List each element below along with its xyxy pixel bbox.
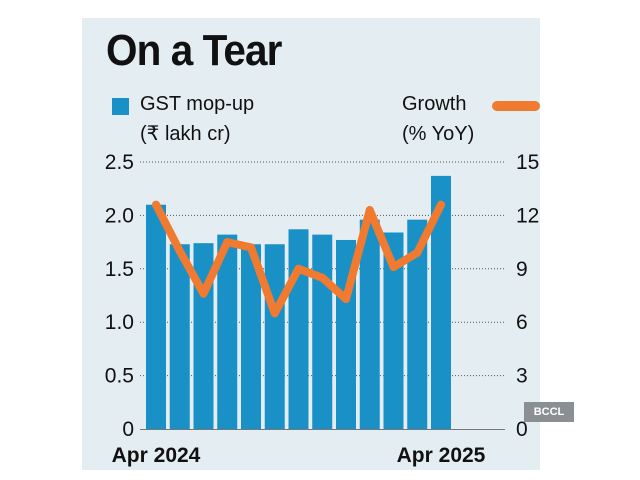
growth-point	[294, 264, 303, 273]
left-axis-tick-label: 2.5	[105, 151, 134, 174]
legend-line-unit: (% YoY)	[402, 123, 475, 145]
right-axis-tick-label: 9	[516, 258, 528, 281]
bar	[146, 204, 166, 429]
legend-bar-swatch	[112, 98, 129, 115]
credit-badge: BCCL	[524, 402, 574, 422]
right-axis-ticks: 0 3 6 9 12 15	[516, 151, 539, 441]
bar	[431, 175, 451, 429]
bar	[407, 219, 428, 429]
growth-point	[152, 200, 160, 209]
growth-point	[223, 238, 232, 247]
right-axis-tick-label: 0	[516, 418, 528, 441]
left-axis-tick-label: 0	[122, 418, 134, 441]
growth-line-series	[152, 200, 445, 318]
bar	[288, 229, 309, 429]
bar	[217, 234, 238, 429]
left-axis-tick-label: 1.5	[105, 258, 134, 281]
chart-title: On a Tear	[106, 26, 282, 75]
right-axis-tick-label: 6	[516, 311, 528, 334]
growth-point	[365, 206, 374, 215]
growth-point	[247, 243, 255, 252]
growth-point	[437, 200, 445, 209]
bar	[169, 244, 190, 429]
x-axis-ticks: Apr 2024 Apr 2025	[112, 444, 486, 467]
growth-point	[270, 309, 279, 318]
growth-point	[199, 289, 208, 298]
right-axis-tick-label: 12	[516, 204, 539, 227]
legend-line-label: Growth	[402, 93, 467, 115]
bar	[383, 232, 404, 429]
left-axis-tick-label: 2.0	[105, 204, 134, 227]
bar-series	[146, 175, 451, 429]
legend-bar-label: GST mop-up	[140, 93, 255, 115]
left-axis-tick-label: 0.5	[105, 365, 134, 388]
bar	[312, 234, 333, 429]
growth-point	[413, 248, 422, 257]
right-axis-tick-label: 15	[516, 151, 539, 174]
x-axis-tick-label: Apr 2025	[397, 444, 486, 467]
growth-point	[389, 263, 398, 272]
right-axis-tick-label: 3	[516, 365, 528, 388]
bar	[359, 219, 380, 429]
legend-bar-unit: (₹ lakh cr)	[140, 123, 231, 145]
bar	[241, 244, 261, 429]
legend-line-swatch	[492, 101, 540, 111]
left-axis-ticks: 0 0.5 1.0 1.5 2.0 2.5	[105, 151, 134, 441]
x-axis-tick-label: Apr 2024	[112, 444, 201, 467]
bar	[264, 244, 285, 429]
left-axis-tick-label: 1.0	[105, 311, 134, 334]
growth-point	[318, 273, 327, 282]
growth-point	[342, 295, 350, 304]
growth-point	[175, 247, 184, 255]
